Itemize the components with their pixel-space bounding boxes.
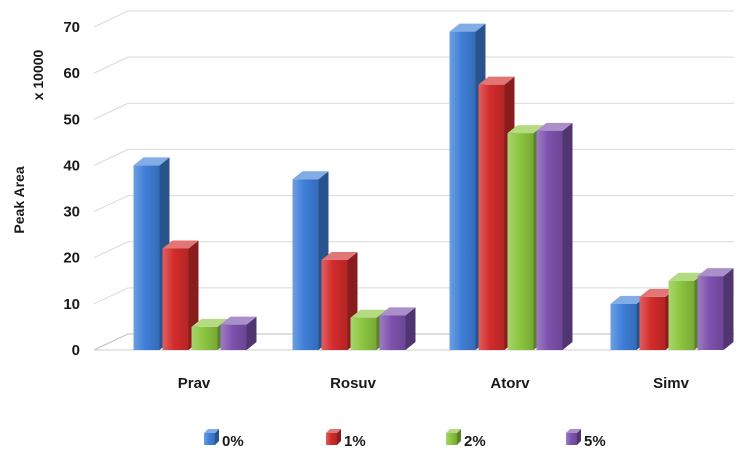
bar-atorv-2 xyxy=(507,125,544,350)
bar-atorv-3 xyxy=(536,122,573,350)
legend: 0% 1% 2% 5% xyxy=(204,429,606,450)
x-category-label: Atorv xyxy=(490,375,530,392)
y-axis-label: Peak Area xyxy=(11,166,27,233)
legend-item: 0% xyxy=(204,429,244,450)
bar-simv-3 xyxy=(697,268,734,350)
legend-item: 1% xyxy=(326,429,366,450)
gridline xyxy=(93,195,734,213)
y-axis-multiplier-label: x 10000 xyxy=(30,49,46,100)
gridline xyxy=(93,148,734,166)
y-tick-label: 60 xyxy=(63,65,80,82)
legend-label: 5% xyxy=(584,433,606,450)
gridline xyxy=(93,10,734,28)
x-category-label: Prav xyxy=(178,375,211,392)
gridline xyxy=(93,102,734,120)
y-tick-label: 20 xyxy=(63,250,80,267)
bar-prav-3 xyxy=(220,316,257,350)
legend-item: 2% xyxy=(446,429,486,450)
bars xyxy=(133,23,734,350)
bar-rosuv-3 xyxy=(379,307,416,350)
y-tick-label: 10 xyxy=(63,296,80,313)
y-tick-label: 50 xyxy=(63,111,80,128)
bar-prav-1 xyxy=(162,240,199,350)
x-category-label: Simv xyxy=(653,375,690,392)
x-category-label: Rosuv xyxy=(330,375,377,392)
legend-item: 5% xyxy=(566,429,606,450)
x-axis-categories: Prav Rosuv Atorv Simv xyxy=(178,375,690,392)
legend-label: 1% xyxy=(344,433,366,450)
y-tick-label: 30 xyxy=(63,204,80,221)
bar-rosuv-2 xyxy=(350,309,387,350)
y-tick-label: 70 xyxy=(63,19,80,36)
legend-label: 2% xyxy=(464,433,486,450)
y-axis-ticks: 0 10 20 30 40 50 60 70 xyxy=(63,19,80,359)
bar-prav-0 xyxy=(133,157,170,350)
y-tick-label: 40 xyxy=(63,157,80,174)
gridline xyxy=(93,56,734,74)
legend-label: 0% xyxy=(222,433,244,450)
y-tick-label: 0 xyxy=(72,342,80,359)
